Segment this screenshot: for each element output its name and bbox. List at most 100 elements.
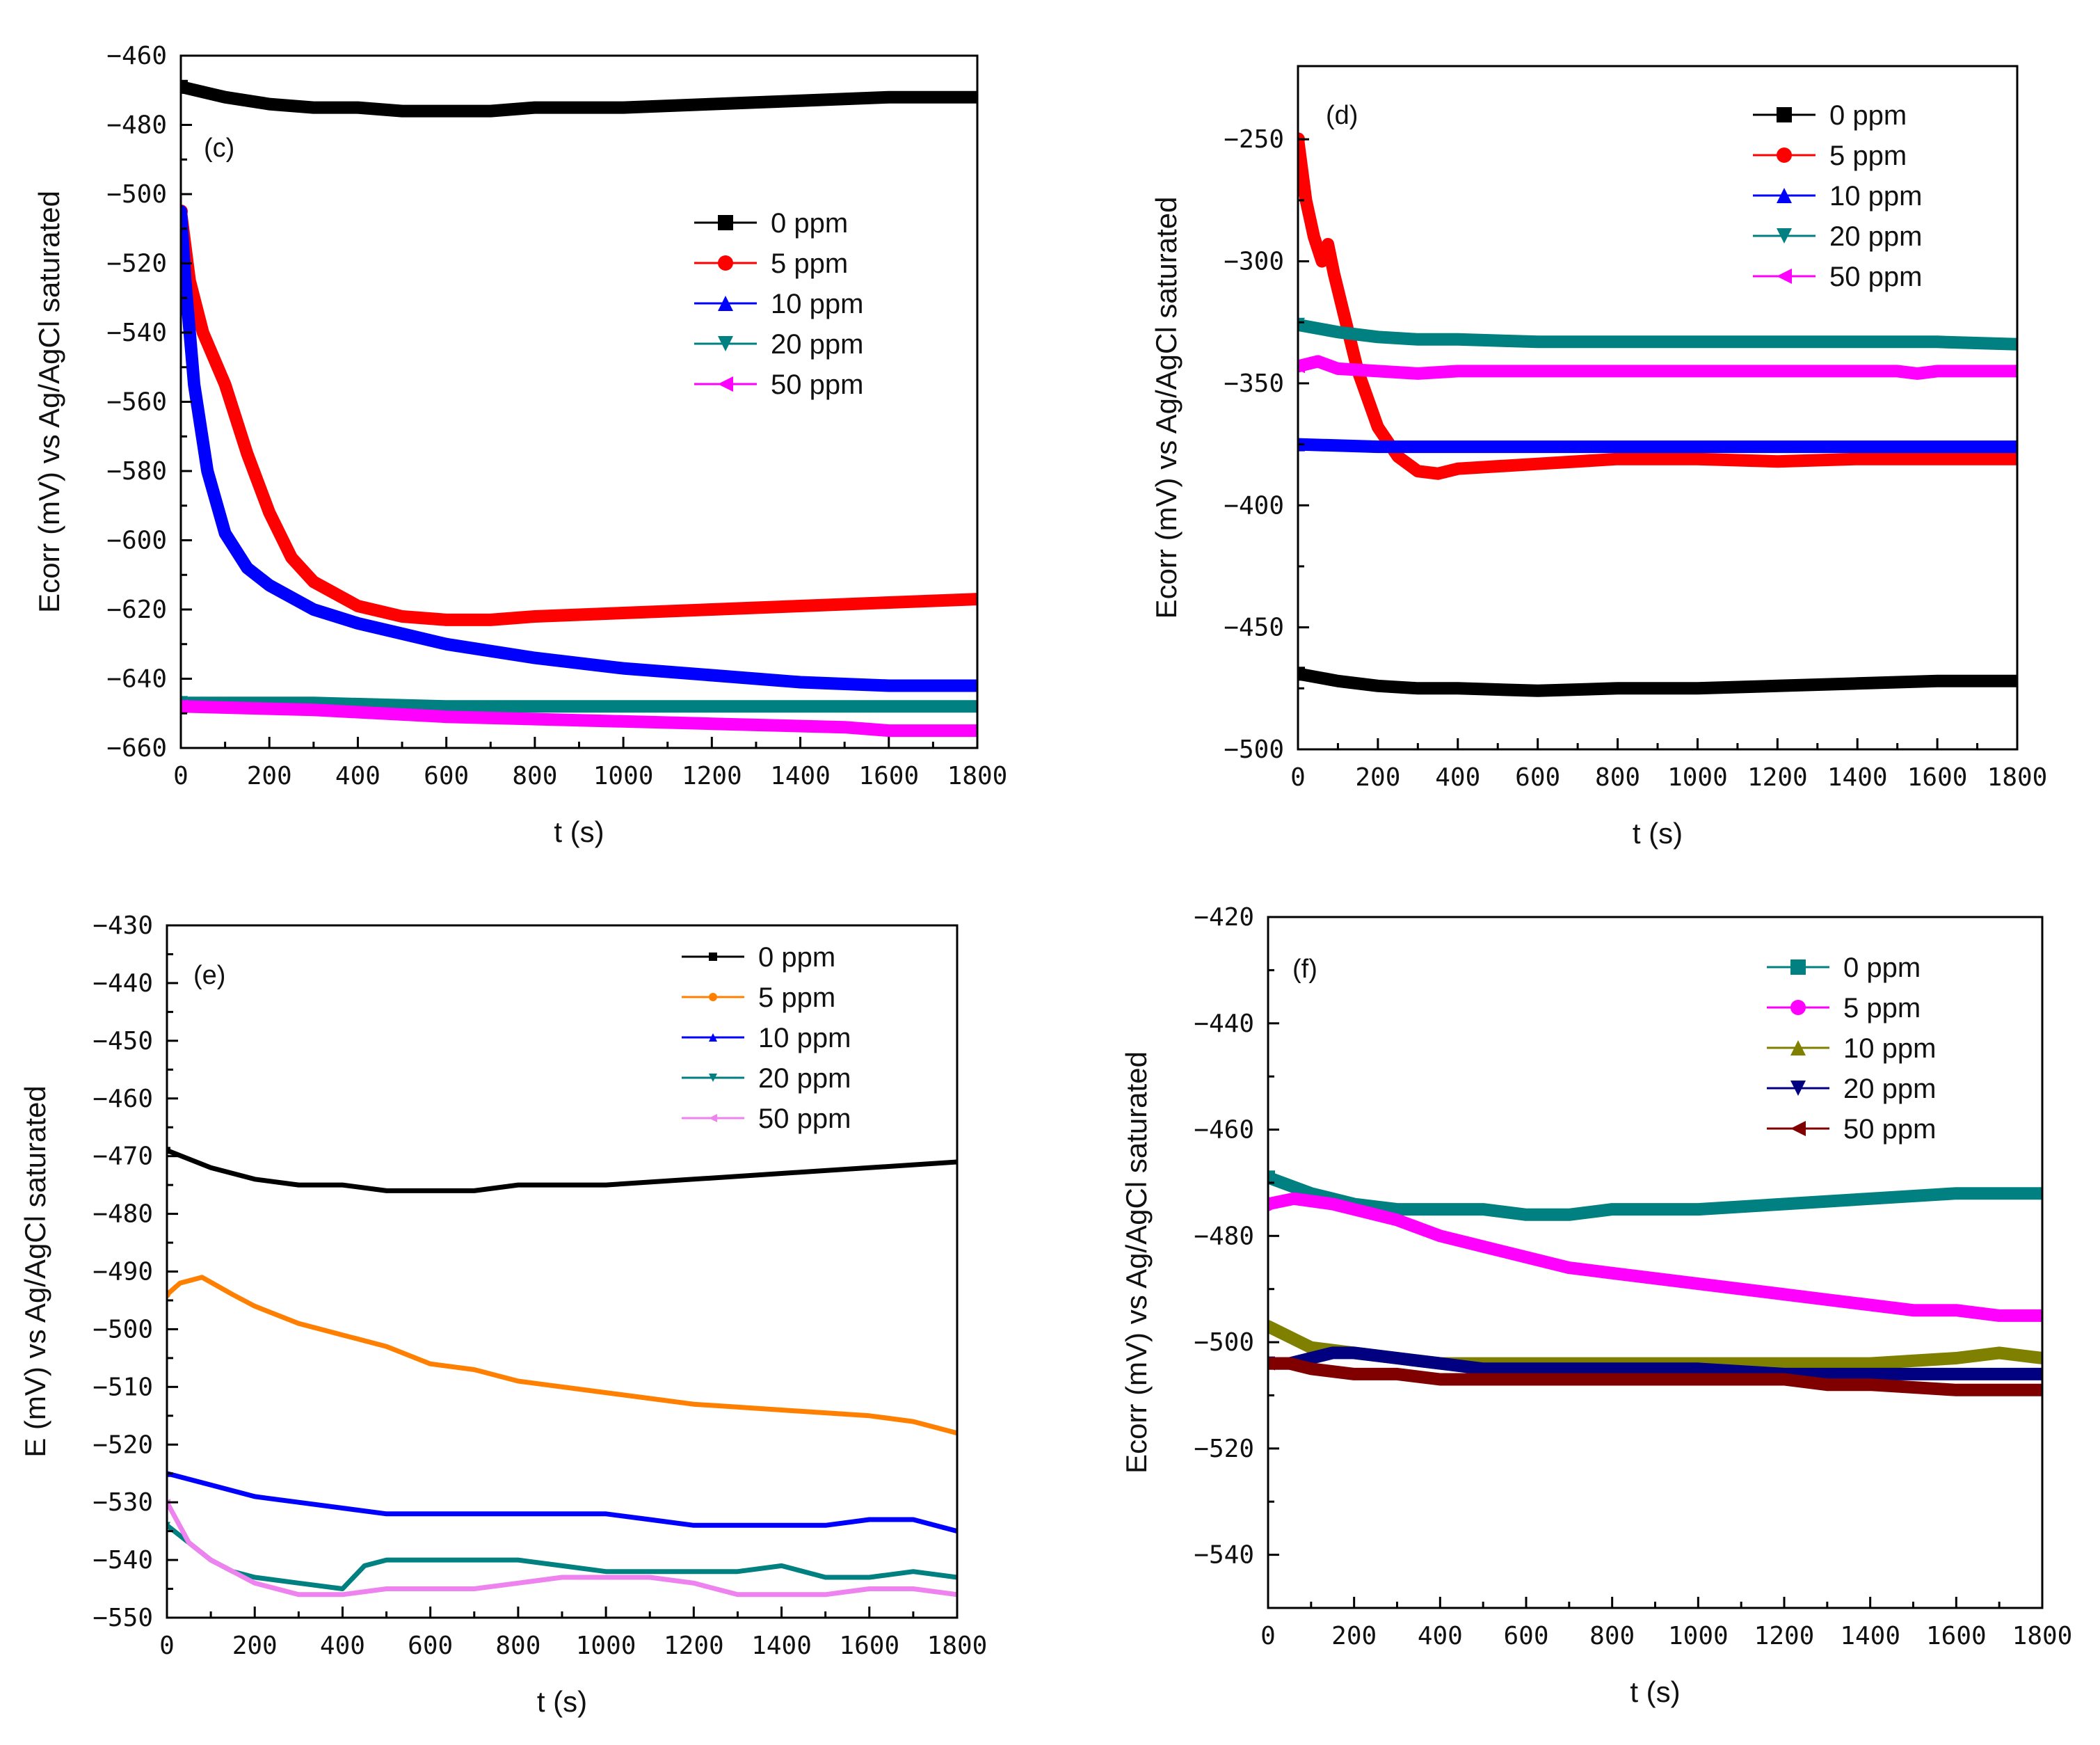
legend-label: 10 ppm [1843,1033,1936,1064]
plot-frame [1267,916,2044,1609]
series-line [1298,133,2017,480]
panel-e: 0 200 400 600 800 1000 1200 1400 1600 1800 −430 −44… [19,911,987,1718]
y-tick-label: −350 [1224,369,1284,398]
legend-label: 20 ppm [1829,221,1922,252]
legend-marker [1777,148,1792,163]
legend-label: 50 ppm [758,1103,851,1134]
legend: 0 ppm 5 ppm 10 ppm 20 ppm 50 ppm [1767,953,1936,1145]
legend-marker [709,1074,717,1082]
legend-label: 50 ppm [1829,262,1922,292]
x-tick-label: 1000 [1667,763,1728,792]
series-line [1268,1192,2042,1322]
series-line [181,696,977,713]
y-tick-label: −460 [93,1085,153,1113]
data-series-group [1298,132,2017,697]
y-tick-label: −450 [93,1027,153,1055]
x-tick-label: 600 [1515,763,1560,792]
legend-label: 20 ppm [758,1063,851,1094]
data-series-group [1268,1170,2042,1396]
x-tick-label: 1400 [770,762,831,790]
x-tick-label: 1800 [927,1632,988,1660]
x-axis-title: t (s) [1633,817,1683,850]
x-tick-label: 0 [159,1632,175,1660]
y-tick-label: −470 [93,1142,153,1171]
series-data-point [1268,1170,1275,1185]
x-tick-label: 0 [173,762,189,790]
legend-marker [709,1114,717,1122]
series-line [181,205,977,692]
x-tick-label: 800 [1589,1622,1635,1650]
x-tick-label: 1000 [593,762,654,790]
y-tick-label: −520 [93,1431,153,1459]
legend-label: 5 ppm [1829,141,1907,171]
y-tick-label: −520 [1194,1435,1254,1463]
legend-marker [718,296,733,311]
x-tick-label: 1200 [1754,1622,1815,1650]
x-tick-label: 200 [1355,763,1400,792]
y-tick-label: −440 [1194,1010,1254,1038]
series-line [167,1471,957,1534]
y-tick-label: −460 [106,42,167,70]
series-line [1298,667,2017,697]
legend-marker [1790,1040,1806,1055]
series-line [181,700,977,738]
y-tick-label: −600 [106,527,167,555]
x-tick-label: 1600 [839,1632,899,1660]
y-axis-title: E (mV) vs Ag/AgCl saturated [19,1085,51,1458]
y-tick-label: −530 [93,1488,153,1517]
series-line [1268,1171,2042,1221]
x-tick-label: 1200 [664,1632,724,1660]
legend-label: 0 ppm [758,942,835,973]
legend-label: 20 ppm [1843,1074,1936,1104]
series-data-point [1298,359,1305,374]
y-tick-label: −580 [106,457,167,486]
x-tick-label: 800 [495,1632,540,1660]
legend: 0 ppm 5 ppm 10 ppm 20 ppm 50 ppm [1753,100,1922,292]
legend-marker [709,993,717,1001]
panel-d: 0 200 400 600 800 1000 1200 1400 1600 1800 −250 −30… [1150,65,2047,850]
x-tick-label: 400 [1418,1622,1463,1650]
y-tick-label: −430 [93,911,153,940]
y-tick-label: −450 [1224,614,1284,642]
y-tick-label: −500 [1224,735,1284,764]
y-tick-label: −480 [93,1200,153,1229]
x-tick-label: 600 [424,762,469,790]
y-tick-label: −500 [93,1315,153,1344]
y-tick-label: −520 [106,250,167,278]
x-tick-label: 200 [1331,1622,1377,1650]
legend-label: 5 ppm [758,982,835,1013]
legend-label: 10 ppm [758,1023,851,1053]
legend-label: 10 ppm [771,289,863,319]
y-tick-label: −500 [106,180,167,209]
y-tick-label: −480 [1194,1222,1254,1250]
x-axis-title: t (s) [554,815,604,848]
y-axis-title: Ecorr (mV) vs Ag/AgCl saturated [33,191,65,613]
y-tick-label: −300 [1224,248,1284,276]
x-axis-title: t (s) [1630,1675,1680,1708]
y-tick-label: −640 [106,665,167,694]
data-series-group [167,1147,957,1597]
legend-marker [718,376,733,392]
series-line [167,1147,957,1193]
series-line [1268,1357,2042,1396]
legend-label: 20 ppm [771,329,863,360]
legend-label: 10 ppm [1829,181,1922,212]
x-tick-label: 1800 [947,762,1008,790]
y-tick-label: −540 [93,1546,153,1575]
x-tick-label: 1200 [1747,763,1808,792]
series-line [1298,438,2017,454]
legend: 0 ppm 5 ppm 10 ppm 20 ppm 50 ppm [682,942,851,1134]
legend-marker [718,336,733,351]
plot-frame [1297,65,2019,751]
legend-marker [1777,228,1792,244]
y-tick-label: −420 [1194,903,1254,932]
y-tick-label: −540 [1194,1541,1254,1570]
x-tick-label: 1600 [1926,1622,1987,1650]
legend-label: 5 ppm [771,248,848,279]
series-data-point [181,699,188,714]
legend-marker [1777,269,1792,284]
y-tick-label: −490 [93,1258,153,1286]
series-line [1298,355,2017,380]
x-tick-label: 1400 [1840,1622,1900,1650]
x-tick-label: 600 [408,1632,453,1660]
